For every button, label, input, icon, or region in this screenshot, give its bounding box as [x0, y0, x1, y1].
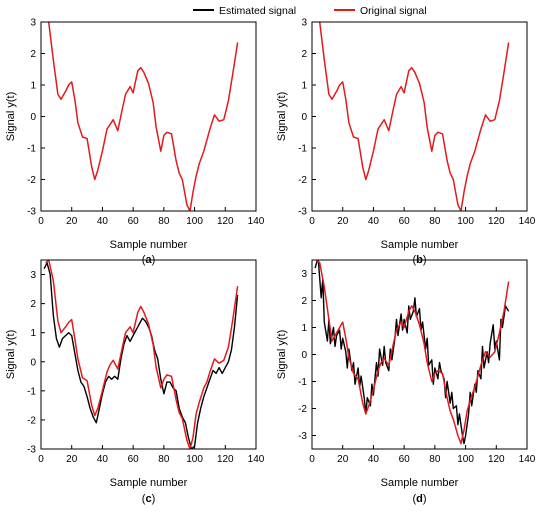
- x-tick-label: 60: [399, 216, 411, 227]
- y-tick-label: 3: [301, 269, 307, 280]
- plot-frame: [40, 259, 257, 450]
- legend-estimated-label: Estimated signal: [219, 5, 296, 17]
- x-tick-label: 40: [368, 454, 380, 465]
- x-tick-label: 100: [186, 216, 203, 227]
- y-tick-label: -2: [298, 175, 307, 186]
- x-tick-label: 0: [309, 216, 315, 227]
- y-tick-label: 0: [301, 350, 307, 361]
- y-tick-label: -1: [27, 144, 36, 155]
- plot-frame: [311, 21, 528, 212]
- y-axis-label: Signal y(t): [276, 330, 288, 380]
- legend-original-label: Original signal: [360, 5, 427, 17]
- x-tick-label: 40: [97, 216, 109, 227]
- x-tick-label: 80: [429, 216, 441, 227]
- x-tick-label: 0: [309, 454, 315, 465]
- y-tick-label: -1: [298, 377, 307, 388]
- y-tick-label: 1: [301, 81, 307, 92]
- x-tick-label: 120: [217, 216, 234, 227]
- x-tick-label: 100: [457, 216, 474, 227]
- x-tick-label: 140: [519, 216, 536, 227]
- legend: Estimated signal Original signal: [193, 5, 427, 17]
- y-tick-label: 1: [301, 323, 307, 334]
- y-tick-label: 3: [30, 270, 36, 281]
- panel-c: 0 20 40 60 80 100 120 140 -3 -2 -1 0 1 2 3 Sample numbe…: [5, 259, 265, 505]
- panel-a: 0 20 40 60 80 100 120 140 -3 -2 -1 0 1 2 3 Sample numbe…: [5, 18, 265, 267]
- y-tick-label: 0: [301, 112, 307, 123]
- x-tick-label: 20: [66, 454, 78, 465]
- y-tick-label: 3: [301, 18, 307, 29]
- x-tick-label: 140: [519, 454, 536, 465]
- x-axis-label: Sample number: [381, 239, 459, 251]
- y-axis-label: Signal y(t): [5, 330, 17, 380]
- y-tick-label: 0: [30, 357, 36, 368]
- y-tick-label: -3: [298, 431, 307, 442]
- series-line-original-a: [47, 22, 239, 211]
- series-line-original-c: [45, 260, 239, 449]
- x-tick-label: 40: [97, 454, 109, 465]
- y-tick-label: 1: [30, 81, 36, 92]
- x-tick-label: 80: [158, 216, 170, 227]
- series-line-estimated-c: [43, 262, 239, 449]
- panel-caption: (c): [142, 493, 155, 505]
- x-tick-label: 60: [128, 216, 140, 227]
- x-tick-label: 0: [38, 216, 44, 227]
- y-tick-label: -1: [27, 386, 36, 397]
- x-tick-label: 40: [368, 216, 380, 227]
- x-tick-label: 140: [248, 454, 265, 465]
- x-tick-label: 140: [248, 216, 265, 227]
- x-tick-label: 20: [66, 216, 78, 227]
- x-tick-label: 80: [158, 454, 170, 465]
- x-tick-label: 80: [429, 454, 441, 465]
- x-tick-label: 0: [38, 454, 44, 465]
- x-tick-label: 120: [488, 454, 505, 465]
- x-tick-label: 20: [337, 454, 349, 465]
- x-tick-label: 60: [399, 454, 411, 465]
- x-tick-label: 100: [186, 454, 203, 465]
- y-axis-label: Signal y(t): [276, 92, 288, 142]
- x-tick-label: 60: [128, 454, 140, 465]
- y-tick-label: -2: [27, 415, 36, 426]
- y-tick-label: 2: [301, 49, 307, 60]
- series-line-original-b: [318, 22, 510, 211]
- panel-b: 0 20 40 60 80 100 120 140 -3 -2 -1 0 1 2 3 Sample numbe…: [276, 18, 536, 267]
- y-tick-label: -2: [298, 404, 307, 415]
- x-tick-label: 120: [488, 216, 505, 227]
- y-tick-label: 2: [30, 299, 36, 310]
- y-tick-label: 1: [30, 328, 36, 339]
- x-axis-label: Sample number: [110, 239, 188, 251]
- y-tick-label: 2: [30, 49, 36, 60]
- y-tick-label: -3: [27, 207, 36, 218]
- series-line-estimated-d: [314, 260, 510, 445]
- x-axis-label: Sample number: [110, 477, 188, 489]
- panel-d: 0 20 40 60 80 100 120 140 -3 -2 -1 0 1 2 3 Sample numbe…: [276, 259, 536, 505]
- y-tick-label: -1: [298, 144, 307, 155]
- x-axis-label: Sample number: [381, 477, 459, 489]
- panel-caption: (d): [412, 493, 426, 505]
- x-tick-label: 100: [457, 454, 474, 465]
- series-line-original-d: [316, 260, 510, 445]
- y-tick-label: 2: [301, 296, 307, 307]
- y-tick-label: -3: [298, 207, 307, 218]
- x-tick-label: 20: [337, 216, 349, 227]
- y-tick-label: 0: [30, 112, 36, 123]
- y-axis-label: Signal y(t): [5, 92, 17, 142]
- y-tick-label: -3: [27, 445, 36, 456]
- x-tick-label: 120: [217, 454, 234, 465]
- y-tick-label: -2: [27, 175, 36, 186]
- y-tick-label: 3: [30, 18, 36, 29]
- plot-frame: [40, 21, 257, 212]
- plot-frame: [311, 259, 528, 450]
